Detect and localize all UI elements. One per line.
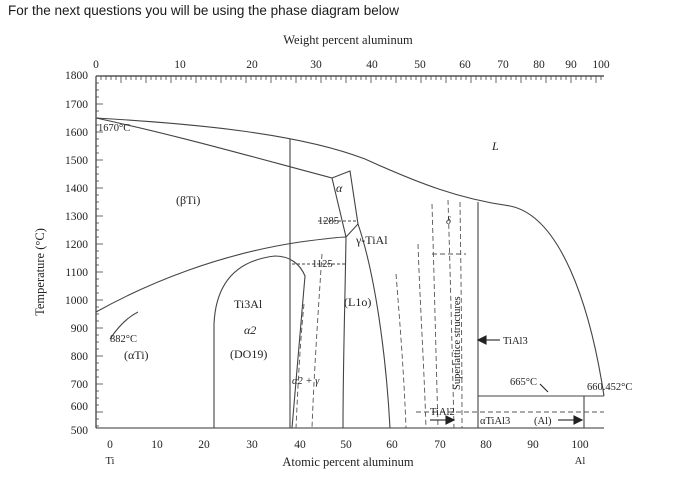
y-tick-label: 1600 (65, 127, 88, 139)
gamma-left-line (342, 236, 347, 429)
y-axis-title: Temperature (°C) (33, 228, 47, 316)
ti3al-dome-line (213, 255, 306, 429)
l1o-label: (L1o) (344, 295, 371, 309)
peritectic-tial3-label: 665°C (510, 377, 537, 388)
beta-ti-label: (βTi) (176, 193, 200, 207)
bottom-tick-label: 90 (527, 439, 539, 451)
top-axis-labels: 0 10 20 30 40 50 60 70 80 90 100 (93, 59, 610, 71)
question-caption: For the next questions you will be using… (8, 3, 399, 18)
top-tick-label: 30 (310, 59, 322, 71)
al-phase-label: (Al) (534, 416, 552, 427)
plot-frame (95, 75, 604, 429)
y-tick-label: 500 (71, 425, 89, 437)
ti3al-label: Ti3Al (234, 297, 263, 311)
solidus-line (95, 117, 333, 179)
bottom-tick-label: 0 (107, 439, 113, 451)
top-axis-title: Weight percent aluminum (283, 33, 413, 47)
bottom-tick-label: 50 (340, 439, 352, 451)
temperature-annotations: 1670°C 882°C 1285 1125 665°C 660.452°C (98, 123, 632, 393)
bottom-tick-label: 100 (571, 439, 589, 451)
665-pointer (539, 383, 549, 393)
y-tick-label: 1100 (65, 267, 88, 279)
top-tick-label: 80 (533, 59, 545, 71)
bottom-tick-label: 10 (151, 439, 163, 451)
y-tick-label: 1200 (65, 239, 88, 251)
tick-marks (95, 75, 602, 427)
bottom-axis-title: Atomic percent aluminum (282, 455, 413, 469)
bottom-tick-label: 40 (294, 439, 306, 451)
gamma-right-line (357, 223, 391, 429)
tial3-label: TiAl3 (503, 336, 528, 347)
liquid-label: L (491, 139, 499, 153)
ti-al-phase-diagram: 0 10 20 30 40 50 60 70 80 90 100 Weight … (33, 33, 632, 469)
alpha-tial3-label: αTiAl3 (480, 416, 510, 427)
arrows (430, 335, 584, 425)
gamma-tial-label: γ-TiAl (355, 233, 388, 247)
superlattice-label: Superlattice structures (452, 296, 463, 390)
eutectoid-label: 1125 (312, 259, 333, 270)
bottom-tick-label: 30 (246, 439, 258, 451)
top-tick-label: 60 (459, 59, 471, 71)
y-tick-label: 1000 (65, 295, 88, 307)
bottom-tick-label: 70 (434, 439, 446, 451)
y-tick-label: 1300 (65, 211, 88, 223)
y-tick-label: 1800 (65, 70, 88, 82)
alpha2-gamma-label: α2 + γ (292, 376, 320, 387)
ti-melting-label: 1670°C (98, 123, 130, 134)
delta-label: δ (446, 216, 452, 227)
al-melting-label: 660.452°C (587, 382, 632, 393)
top-tick-label: 90 (565, 59, 577, 71)
y-tick-label: 800 (71, 351, 89, 363)
top-tick-label: 40 (366, 59, 378, 71)
top-tick-label: 50 (414, 59, 426, 71)
y-tick-label: 700 (71, 379, 89, 391)
top-tick-label: 70 (497, 59, 509, 71)
top-tick-label: 20 (246, 59, 258, 71)
do19-label: (DO19) (230, 347, 267, 361)
top-tick-label: 0 (93, 59, 99, 71)
y-tick-label: 1700 (65, 99, 88, 111)
bottom-axis-labels: 0 10 20 30 40 50 60 70 80 90 100 (107, 439, 589, 451)
phase-labels: L (βTi) (αTi) α Ti3Al α2 (DO19) α2 + γ γ… (124, 139, 552, 427)
y-tick-label: 900 (71, 323, 89, 335)
alpha-beta-label: 882°C (110, 334, 137, 345)
top-tick-label: 100 (592, 59, 610, 71)
alpha-label: α (336, 181, 343, 195)
peritectic-label: 1285 (318, 216, 339, 227)
alpha2-label: α2 (244, 323, 256, 337)
tial2-label: TiAl2 (430, 407, 455, 418)
alpha-beta-lower-line (109, 311, 139, 340)
y-tick-label: 1500 (65, 155, 88, 167)
y-axis-labels: 1800 1700 1600 1500 1400 1300 1200 1100 … (65, 70, 88, 437)
liquidus-line (95, 117, 605, 397)
ti-end-label: Ti (106, 456, 115, 467)
alpha-ti-label: (αTi) (124, 348, 149, 362)
bottom-tick-label: 60 (386, 439, 398, 451)
beta-transus-line (95, 236, 347, 313)
al-end-label: Al (575, 456, 586, 467)
y-tick-label: 1400 (65, 183, 88, 195)
bottom-tick-label: 20 (198, 439, 210, 451)
phase-boundaries (95, 117, 605, 429)
y-tick-label: 600 (71, 401, 89, 413)
top-tick-label: 10 (174, 59, 186, 71)
bottom-tick-label: 80 (480, 439, 492, 451)
dashed-boundaries (295, 199, 604, 429)
